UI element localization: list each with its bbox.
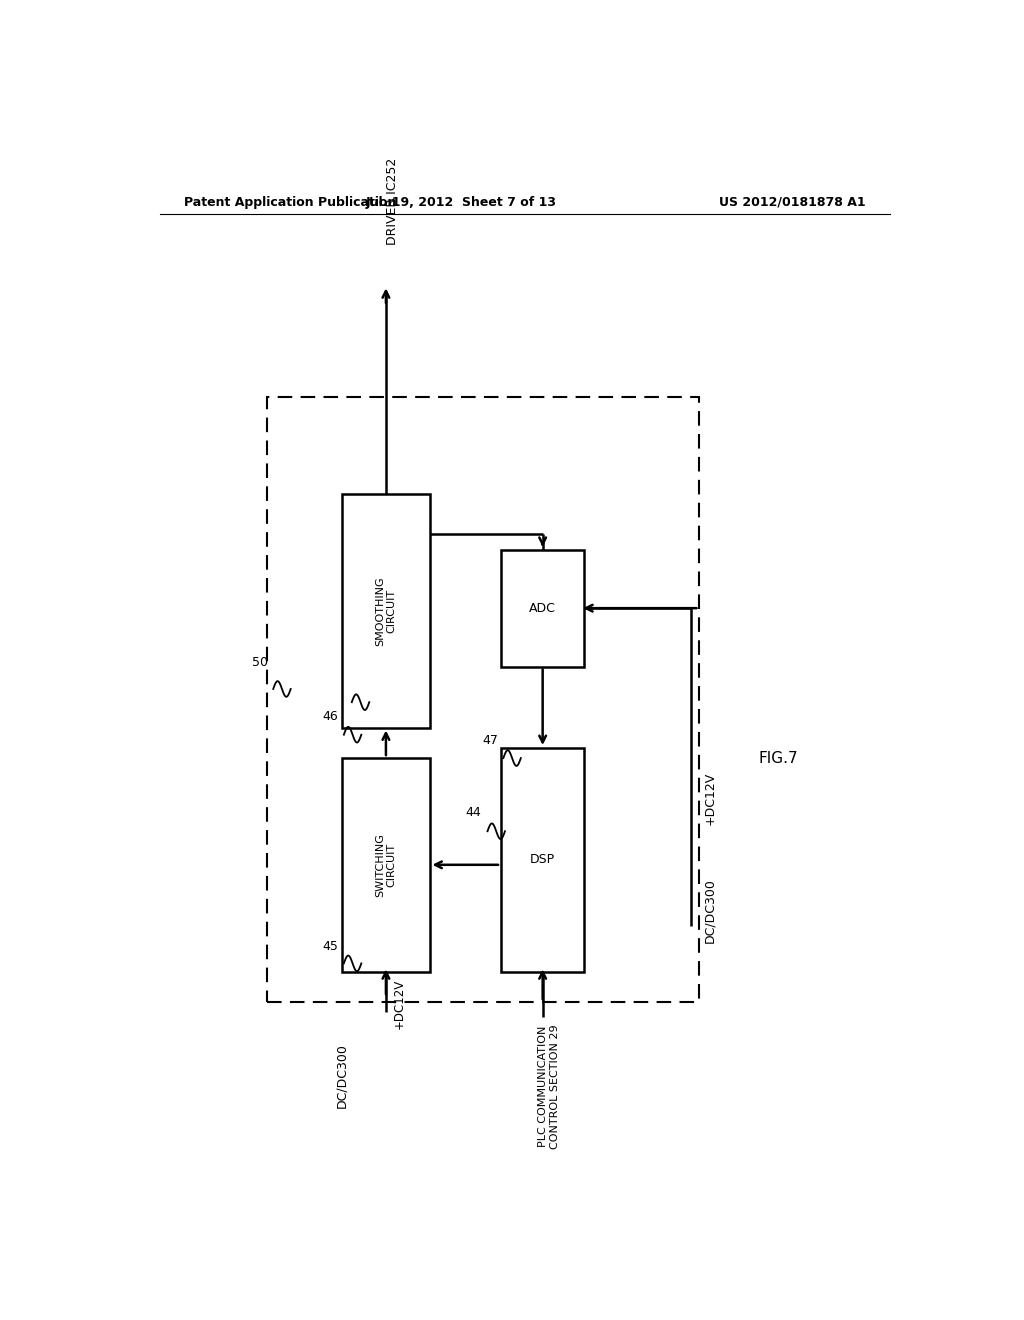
Text: US 2012/0181878 A1: US 2012/0181878 A1 [720, 195, 866, 209]
Text: SMOOTHING
CIRCUIT: SMOOTHING CIRCUIT [375, 576, 396, 645]
Text: FIG.7: FIG.7 [759, 751, 799, 766]
Text: 44: 44 [465, 807, 481, 818]
Text: DRIVER IC252: DRIVER IC252 [386, 157, 398, 244]
Text: 45: 45 [323, 940, 338, 953]
Bar [267, 397, 699, 1002]
Text: +DC12V: +DC12V [703, 772, 717, 825]
Text: +DC12V: +DC12V [392, 979, 406, 1030]
Text: Patent Application Publication: Patent Application Publication [183, 195, 396, 209]
FancyBboxPatch shape [501, 748, 585, 972]
Text: DC∕DC300: DC∕DC300 [336, 1043, 349, 1107]
Text: 46: 46 [323, 710, 338, 722]
Text: 50: 50 [252, 656, 267, 669]
Text: ADC: ADC [529, 602, 556, 615]
Text: SWITCHING
CIRCUIT: SWITCHING CIRCUIT [375, 833, 396, 896]
FancyBboxPatch shape [501, 549, 585, 667]
Text: DC/DC300: DC/DC300 [703, 878, 717, 942]
Text: Jul. 19, 2012  Sheet 7 of 13: Jul. 19, 2012 Sheet 7 of 13 [366, 195, 557, 209]
FancyBboxPatch shape [342, 494, 430, 727]
Text: 47: 47 [482, 734, 498, 747]
Text: DSP: DSP [530, 853, 555, 866]
Text: PLC COMMUNICATION
CONTROL SECTION 29: PLC COMMUNICATION CONTROL SECTION 29 [538, 1024, 560, 1148]
FancyBboxPatch shape [342, 758, 430, 972]
